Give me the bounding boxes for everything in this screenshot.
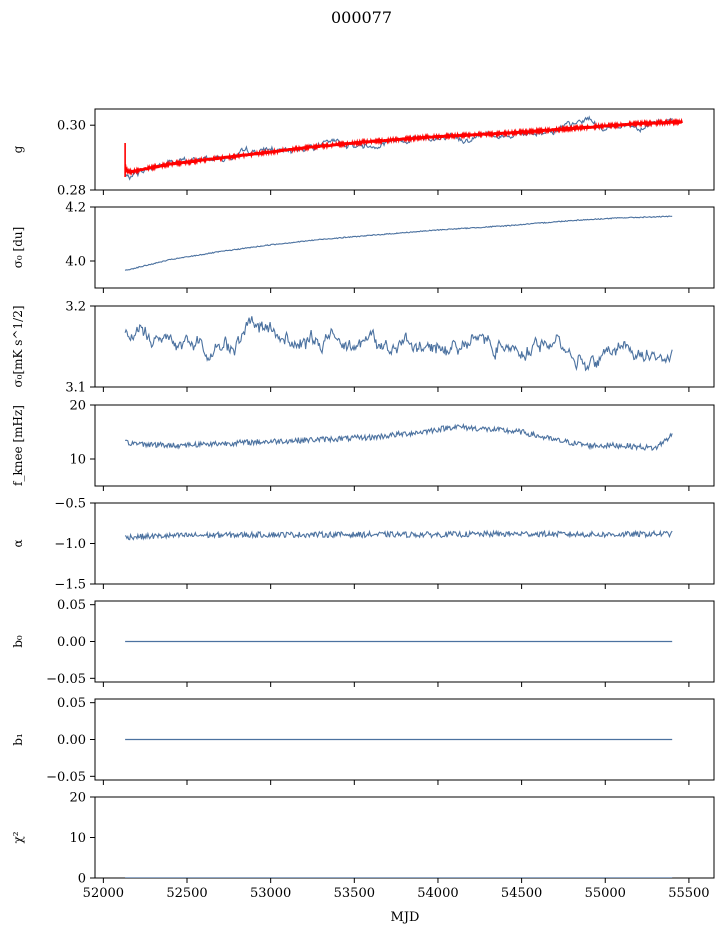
y-tick-label-sigma0_du: 4.2 xyxy=(65,201,86,216)
y-axis-label-b0: b₀ xyxy=(11,635,25,648)
series-line-g-1 xyxy=(124,117,683,178)
series-line-alpha xyxy=(124,529,673,541)
y-axis-label-g: g xyxy=(11,145,25,153)
x-tick-label: 52000 xyxy=(83,886,124,901)
y-tick-label-fknee: 10 xyxy=(69,453,86,468)
y-tick-label-alpha: −1.5 xyxy=(54,578,86,593)
y-tick-label-b0: 0.00 xyxy=(57,635,86,650)
series-line-sigma0_du xyxy=(124,215,673,271)
y-tick-label-fknee: 20 xyxy=(69,399,86,414)
y-axis-label-sigma0_du: σ₀ [du] xyxy=(11,227,25,269)
x-tick-label: 54500 xyxy=(501,886,542,901)
y-tick-label-b0: 0.05 xyxy=(57,598,86,613)
y-tick-label-chi2: 10 xyxy=(69,831,86,846)
y-tick-label-sigma0_mks: 3.1 xyxy=(65,381,86,396)
x-axis-label: MJD xyxy=(390,910,420,925)
x-tick-label: 55500 xyxy=(668,886,709,901)
x-tick-label: 54000 xyxy=(417,886,458,901)
axes-frame-sigma0_du xyxy=(94,206,715,289)
y-axis-label-sigma0_mks: σ₀[mK s^1/2] xyxy=(11,305,25,387)
y-tick-label-chi2: 20 xyxy=(69,791,86,806)
y-tick-label-g: 0.28 xyxy=(57,184,86,199)
y-tick-label-sigma0_mks: 3.2 xyxy=(65,300,86,315)
axes-frame-sigma0_mks xyxy=(94,305,715,388)
y-axis-label-fknee: f_knee [mHz] xyxy=(11,405,25,486)
x-tick-label: 53500 xyxy=(334,886,375,901)
y-tick-label-sigma0_du: 4.0 xyxy=(65,255,86,270)
y-tick-label-b1: 0.05 xyxy=(57,696,86,711)
y-tick-label-b1: −0.05 xyxy=(46,770,86,785)
y-axis-label-b1: b₁ xyxy=(11,733,25,746)
y-tick-label-g: 0.30 xyxy=(57,119,86,134)
axes-frame-fknee xyxy=(94,404,715,487)
x-tick-label: 53000 xyxy=(250,886,291,901)
series-line-fknee xyxy=(124,422,673,452)
axes-frame-chi2 xyxy=(94,796,715,879)
axes-frame-alpha xyxy=(94,502,715,585)
y-axis-label-chi2: χ² xyxy=(11,831,25,843)
y-tick-label-b0: −0.05 xyxy=(46,672,86,687)
y-tick-label-chi2: 0 xyxy=(78,872,86,887)
y-tick-label-alpha: −0.5 xyxy=(54,497,86,512)
figure-title: 000077 xyxy=(330,8,393,27)
y-axis-label-alpha: α xyxy=(11,539,25,547)
y-tick-label-alpha: −1.0 xyxy=(54,537,86,552)
series-line-sigma0_mks xyxy=(124,316,673,372)
x-tick-label: 55000 xyxy=(585,886,626,901)
y-tick-label-b1: 0.00 xyxy=(57,733,86,748)
x-tick-label: 52500 xyxy=(166,886,207,901)
axes-frame-g xyxy=(94,108,715,191)
